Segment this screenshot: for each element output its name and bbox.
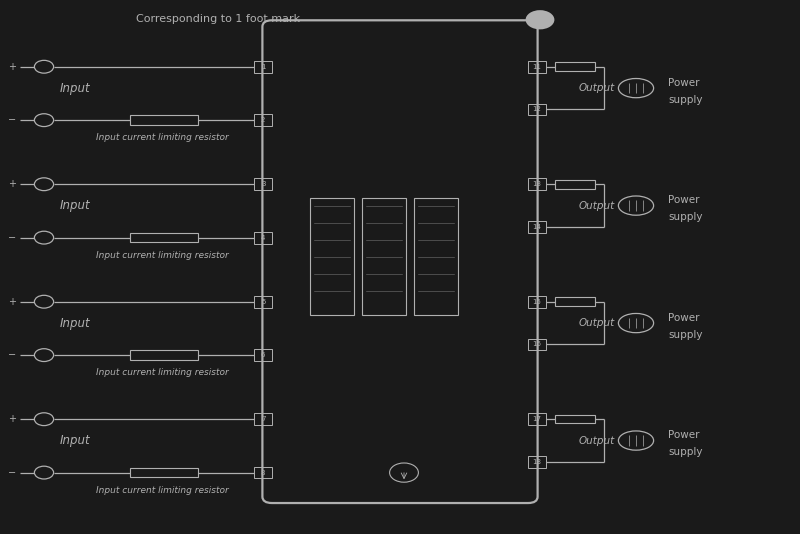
Bar — [528, 339, 546, 350]
Text: Input: Input — [60, 82, 90, 95]
Bar — [414, 198, 458, 315]
Text: supply: supply — [668, 95, 702, 105]
Bar — [254, 349, 272, 361]
Text: 6: 6 — [261, 352, 266, 358]
Bar — [254, 61, 272, 73]
Bar — [254, 296, 272, 308]
Bar — [254, 467, 272, 478]
Text: 2: 2 — [261, 117, 266, 123]
Bar — [528, 456, 546, 468]
Bar — [555, 62, 595, 71]
Text: Input: Input — [60, 317, 90, 329]
Text: Input current limiting resistor: Input current limiting resistor — [96, 368, 229, 377]
Text: 1: 1 — [261, 64, 266, 70]
Text: +: + — [8, 62, 16, 72]
Text: 3: 3 — [261, 181, 266, 187]
Text: 11: 11 — [532, 64, 542, 70]
Text: Output: Output — [578, 436, 614, 445]
Text: Input current limiting resistor: Input current limiting resistor — [96, 486, 229, 494]
Text: +: + — [8, 297, 16, 307]
Text: 4: 4 — [261, 234, 266, 241]
Text: 7: 7 — [261, 416, 266, 422]
Text: supply: supply — [668, 447, 702, 457]
Bar — [130, 115, 198, 125]
Text: Corresponding to 1 foot mark: Corresponding to 1 foot mark — [136, 14, 300, 23]
Text: 18: 18 — [532, 459, 542, 465]
Text: Input: Input — [60, 434, 90, 447]
Text: Power: Power — [668, 430, 699, 440]
Text: Output: Output — [578, 83, 614, 93]
Circle shape — [526, 10, 554, 29]
Text: 15: 15 — [532, 299, 542, 305]
Bar — [130, 233, 198, 242]
Text: −: − — [8, 350, 16, 360]
Text: 8: 8 — [261, 469, 266, 476]
Text: Input current limiting resistor: Input current limiting resistor — [96, 134, 229, 142]
Bar — [528, 296, 546, 308]
Text: −: − — [8, 468, 16, 477]
Bar — [528, 178, 546, 190]
Text: Power: Power — [668, 78, 699, 88]
Bar — [528, 413, 546, 425]
Text: Input current limiting resistor: Input current limiting resistor — [96, 251, 229, 260]
Bar — [528, 221, 546, 233]
Text: +: + — [8, 414, 16, 424]
Text: +: + — [8, 179, 16, 189]
Text: 16: 16 — [532, 341, 542, 348]
Text: 17: 17 — [532, 416, 542, 422]
Bar — [528, 61, 546, 73]
Bar — [130, 350, 198, 360]
Bar — [528, 104, 546, 115]
Text: Output: Output — [578, 318, 614, 328]
Text: supply: supply — [668, 330, 702, 340]
Bar — [362, 198, 406, 315]
Text: −: − — [8, 233, 16, 242]
Text: 5: 5 — [261, 299, 266, 305]
Text: 13: 13 — [532, 181, 542, 187]
Bar — [555, 180, 595, 189]
Bar — [130, 468, 198, 477]
Bar — [254, 178, 272, 190]
Text: Input: Input — [60, 199, 90, 212]
Text: Output: Output — [578, 201, 614, 210]
Bar — [254, 114, 272, 126]
Bar — [555, 415, 595, 423]
Bar — [254, 232, 272, 244]
Bar — [555, 297, 595, 306]
Text: 12: 12 — [532, 106, 542, 113]
Bar — [310, 198, 354, 315]
Bar — [254, 413, 272, 425]
Text: 14: 14 — [532, 224, 542, 230]
Text: −: − — [8, 115, 16, 125]
Text: Power: Power — [668, 313, 699, 323]
Text: Power: Power — [668, 195, 699, 205]
Text: supply: supply — [668, 213, 702, 222]
